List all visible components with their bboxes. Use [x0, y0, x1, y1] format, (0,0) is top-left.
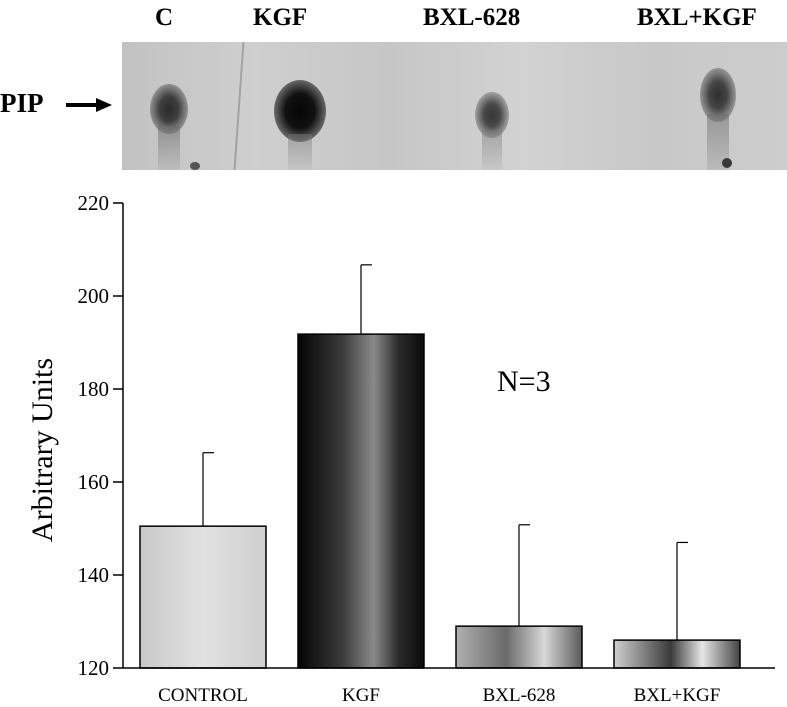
bars	[139, 264, 741, 669]
blot-streak-bxl-kgf	[707, 114, 729, 170]
bar-chart: 120 140 160 180 200 220 CONTROL KGF BXL-628 BXL+…	[26, 191, 775, 706]
sample-size-annotation: N=3	[497, 365, 551, 398]
bar-control	[139, 525, 267, 669]
x-tick-label: KGF	[342, 685, 380, 706]
y-axis-label: Arbitrary Units	[26, 358, 59, 542]
arrow-right-icon	[66, 98, 112, 112]
bar-kgf	[297, 333, 425, 669]
x-axis: CONTROL KGF BXL-628 BXL+KGF	[123, 667, 775, 706]
blot-streak-bxl628	[482, 130, 502, 170]
blot-speck	[190, 162, 200, 170]
x-tick-label: CONTROL	[158, 685, 248, 706]
blot-image	[122, 42, 787, 170]
y-tick-label: 120	[78, 656, 110, 680]
blot-band-bxl-kgf	[700, 68, 736, 122]
blot-streak-c	[158, 126, 180, 170]
bar-bxl-628	[455, 625, 583, 669]
blot-streak-kgf	[288, 134, 312, 170]
x-tick-label: BXL-628	[483, 685, 556, 706]
blot-background	[122, 42, 787, 170]
pip-band-label: PIP	[0, 88, 44, 118]
y-axis: 120 140 160 180 200 220	[78, 191, 124, 680]
lane-label-kgf: KGF	[253, 4, 308, 31]
y-tick-label: 220	[78, 191, 110, 215]
y-tick-label: 180	[78, 377, 110, 401]
lane-label-bxl628: BXL-628	[423, 4, 521, 31]
blot-band-kgf	[274, 80, 326, 142]
y-tick-label: 140	[78, 563, 110, 587]
y-tick-label: 200	[78, 284, 110, 308]
blot-band-c	[150, 84, 188, 134]
bar-bxl-kgf	[613, 639, 741, 669]
blot-speck	[722, 158, 732, 168]
y-tick-label: 160	[78, 470, 110, 494]
lane-label-bxl-kgf: BXL+KGF	[637, 4, 757, 31]
x-tick-label: BXL+KGF	[634, 685, 721, 706]
lane-label-c: C	[155, 4, 174, 31]
